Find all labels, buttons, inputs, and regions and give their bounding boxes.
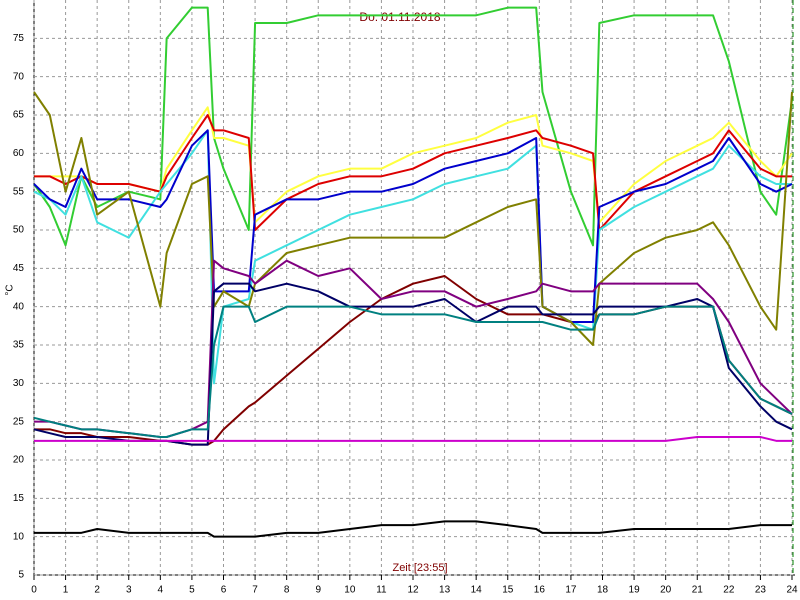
x-tick-label: 22: [723, 585, 735, 596]
x-tick-label: 6: [221, 585, 227, 596]
y-axis-label: °C: [5, 284, 16, 295]
y-tick-label: 30: [13, 378, 25, 389]
y-tick-label: 15: [13, 493, 25, 504]
x-tick-label: 18: [597, 585, 609, 596]
series-line: [33, 129, 793, 323]
y-tick-label: 65: [13, 110, 25, 121]
x-tick-label: 9: [315, 585, 321, 596]
series-line: [33, 129, 792, 385]
series-line: [34, 114, 792, 231]
series-line: [34, 436, 792, 442]
chart-title: Do. 01.11.2018: [359, 10, 441, 24]
x-tick-label: 20: [660, 585, 672, 596]
x-tick-label: 23: [755, 585, 767, 596]
x-tick-label: 12: [407, 585, 419, 596]
y-tick-label: 35: [13, 340, 25, 351]
x-tick-label: 4: [158, 585, 164, 596]
y-tick-label: 50: [13, 225, 25, 236]
y-tick-label: 5: [18, 570, 24, 581]
x-tick-label: 8: [284, 585, 290, 596]
y-tick-label: 70: [13, 71, 25, 82]
x-tick-label: 10: [344, 585, 356, 596]
series-line: [33, 91, 793, 346]
x-tick-label: 1: [63, 585, 69, 596]
y-tick-label: 25: [13, 416, 25, 427]
x-tick-label: 14: [471, 585, 483, 596]
x-tick-label: 7: [252, 585, 258, 596]
x-tick-label: 19: [629, 585, 641, 596]
x-axis-label: Zeit [23:55]: [392, 562, 447, 574]
y-tick-label: 10: [13, 531, 25, 542]
x-tick-label: 13: [439, 585, 451, 596]
series-line: [33, 305, 793, 438]
x-tick-label: 3: [126, 585, 132, 596]
x-tick-label: 0: [31, 585, 37, 596]
x-tick-label: 2: [94, 585, 100, 596]
x-tick-label: 21: [692, 585, 704, 596]
y-tick-label: 45: [13, 263, 25, 274]
x-tick-label: 15: [502, 585, 514, 596]
series-line: [34, 520, 792, 538]
y-tick-label: 55: [13, 186, 25, 197]
y-tick-label: 40: [13, 301, 25, 312]
y-tick-label: 20: [13, 455, 25, 466]
x-tick-label: 17: [565, 585, 577, 596]
x-tick-label: 16: [534, 585, 546, 596]
x-tick-label: 24: [786, 585, 798, 596]
y-tick-label: 75: [13, 33, 25, 44]
x-tick-label: 5: [189, 585, 195, 596]
y-tick-label: 60: [13, 148, 25, 159]
x-tick-label: 11: [376, 585, 387, 596]
series-line: [33, 6, 793, 247]
